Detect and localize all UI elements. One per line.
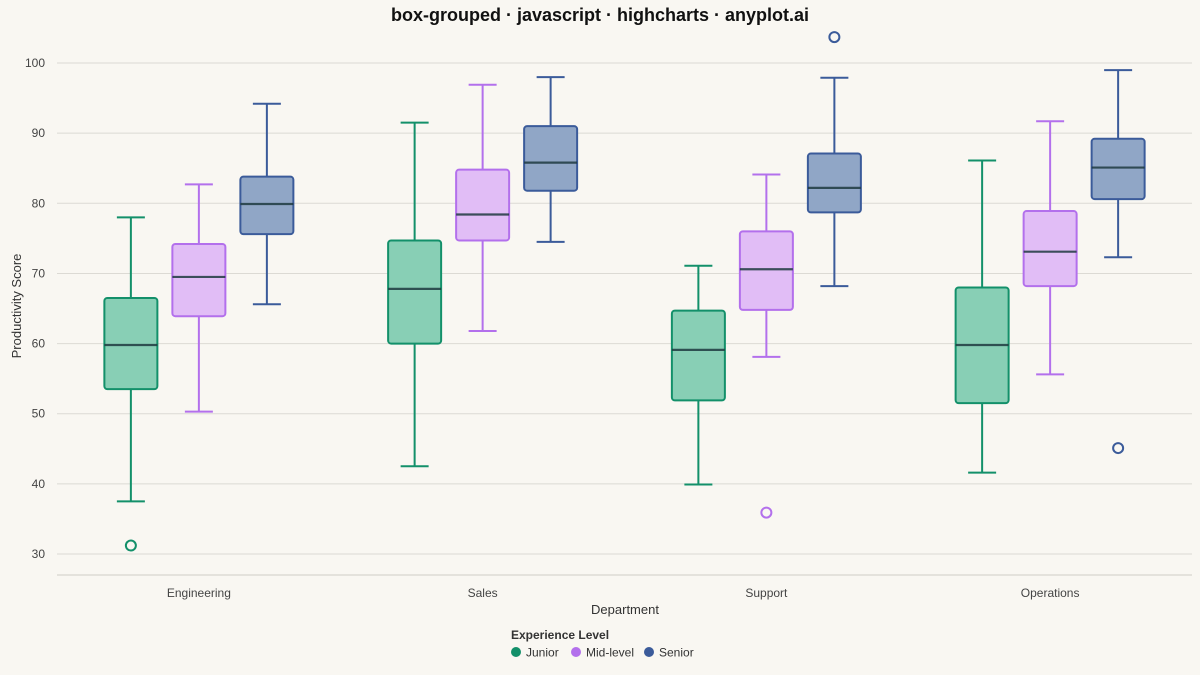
x-tick-label: Support — [745, 586, 788, 600]
box-mid-level-support — [738, 173, 794, 358]
box-iqr — [806, 152, 862, 214]
outlier-point — [124, 539, 137, 552]
box-iqr — [171, 242, 227, 318]
box-iqr — [523, 125, 579, 192]
legend-marker — [571, 647, 581, 657]
y-tick-label: 90 — [32, 126, 46, 140]
box-iqr — [239, 175, 295, 236]
x-tick-label: Sales — [468, 586, 498, 600]
box-senior-engineering — [239, 102, 295, 306]
legend-item-senior: Senior — [644, 646, 694, 660]
legend-marker — [644, 647, 654, 657]
box-series — [103, 31, 1146, 552]
box-mid-level-engineering — [171, 183, 227, 413]
axes: 30 40 50 60 70 80 90 100 Engineering Sales Support… — [25, 56, 1192, 600]
box-iqr — [738, 230, 794, 311]
y-tick-label: 50 — [32, 407, 46, 421]
box-senior-sales — [523, 76, 579, 243]
legend-title: Experience Level — [511, 628, 609, 642]
y-tick-label: 30 — [32, 547, 46, 561]
x-axis-title: Department — [591, 602, 659, 617]
y-tick-label: 100 — [25, 56, 45, 70]
box-junior-engineering — [103, 216, 159, 503]
box-iqr — [103, 296, 159, 391]
box-mid-level-sales — [455, 83, 511, 332]
legend: Experience Level Junior Mid-level Senior — [511, 628, 694, 660]
legend-label: Junior — [526, 646, 559, 660]
y-tick-label: 60 — [32, 337, 46, 351]
legend-item-mid-level: Mid-level — [571, 646, 634, 660]
legend-item-junior: Junior — [511, 646, 559, 660]
y-axis-title: Productivity Score — [9, 254, 24, 359]
box-senior-operations — [1090, 69, 1146, 259]
box-senior-support — [806, 76, 862, 288]
box-iqr — [670, 309, 726, 402]
outlier-point — [760, 506, 773, 519]
box-junior-operations — [954, 159, 1010, 474]
x-tick-label: Engineering — [167, 586, 231, 600]
y-tick-label: 80 — [32, 196, 46, 210]
box-mid-level-operations — [1022, 120, 1078, 376]
box-iqr — [455, 168, 511, 242]
y-tick-label: 70 — [32, 266, 46, 280]
outlier-point — [1112, 442, 1125, 455]
gridlines — [57, 62, 1192, 555]
x-tick-label: Operations — [1021, 586, 1080, 600]
chart-title: box-grouped · javascript · highcharts · … — [391, 5, 809, 25]
box-junior-support — [670, 264, 726, 486]
legend-marker — [511, 647, 521, 657]
outlier-point — [828, 31, 841, 44]
legend-label: Mid-level — [586, 646, 634, 660]
box-iqr — [1022, 210, 1078, 288]
box-iqr — [387, 239, 443, 345]
box-junior-sales — [387, 121, 443, 468]
legend-label: Senior — [659, 646, 694, 660]
box-iqr — [1090, 137, 1146, 201]
y-tick-label: 40 — [32, 477, 46, 491]
